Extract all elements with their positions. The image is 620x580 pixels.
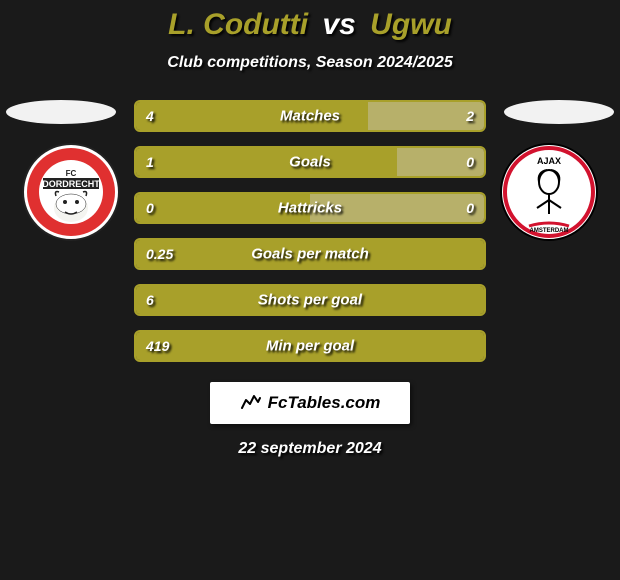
stat-bar-right <box>397 148 484 176</box>
ajax-logo-icon: AJAX AMSTERDAM <box>499 142 599 242</box>
stat-row: Min per goal419 <box>134 330 486 362</box>
stat-bar-right <box>368 102 484 130</box>
stat-row: Goals10 <box>134 146 486 178</box>
player2-name: Ugwu <box>370 8 452 41</box>
player1-shadow-oval <box>6 100 116 124</box>
stat-row: Hattricks00 <box>134 192 486 224</box>
dordrecht-logo-icon: FC DORDRECHT <box>21 142 121 242</box>
stat-bar-left <box>136 286 484 314</box>
stat-bar-left <box>136 332 484 360</box>
club-logo-left: FC DORDRECHT <box>21 142 121 242</box>
svg-text:AMSTERDAM: AMSTERDAM <box>530 228 569 234</box>
stats-bars: Matches42 Goals10 Hattricks00 Goals per mat… <box>134 100 486 362</box>
content: FC DORDRECHT AJAX <box>0 100 620 362</box>
page-title: L. Codutti vs Ugwu <box>0 8 620 42</box>
stat-bar-left <box>136 240 484 268</box>
comparison-widget: L. Codutti vs Ugwu Club competitions, Se… <box>0 0 620 580</box>
stat-row: Shots per goal6 <box>134 284 486 316</box>
brand-badge[interactable]: FcTables.com <box>210 382 410 424</box>
footer-date: 22 september 2024 <box>0 440 620 458</box>
vs-label: vs <box>322 8 355 41</box>
stat-bar-left <box>136 194 310 222</box>
svg-text:AJAX: AJAX <box>537 156 561 166</box>
stat-row: Matches42 <box>134 100 486 132</box>
stat-row: Goals per match0.25 <box>134 238 486 270</box>
club-logo-right: AJAX AMSTERDAM <box>499 142 599 242</box>
player2-shadow-oval <box>504 100 614 124</box>
svg-text:DORDRECHT: DORDRECHT <box>42 179 100 189</box>
fctables-logo-icon <box>240 390 262 417</box>
subtitle: Club competitions, Season 2024/2025 <box>0 54 620 72</box>
stat-bar-left <box>136 102 368 130</box>
brand-text: FcTables.com <box>268 393 381 413</box>
stat-bar-left <box>136 148 397 176</box>
svg-text:FC: FC <box>66 169 77 178</box>
stat-bar-right <box>310 194 484 222</box>
player1-name: L. Codutti <box>168 8 308 41</box>
